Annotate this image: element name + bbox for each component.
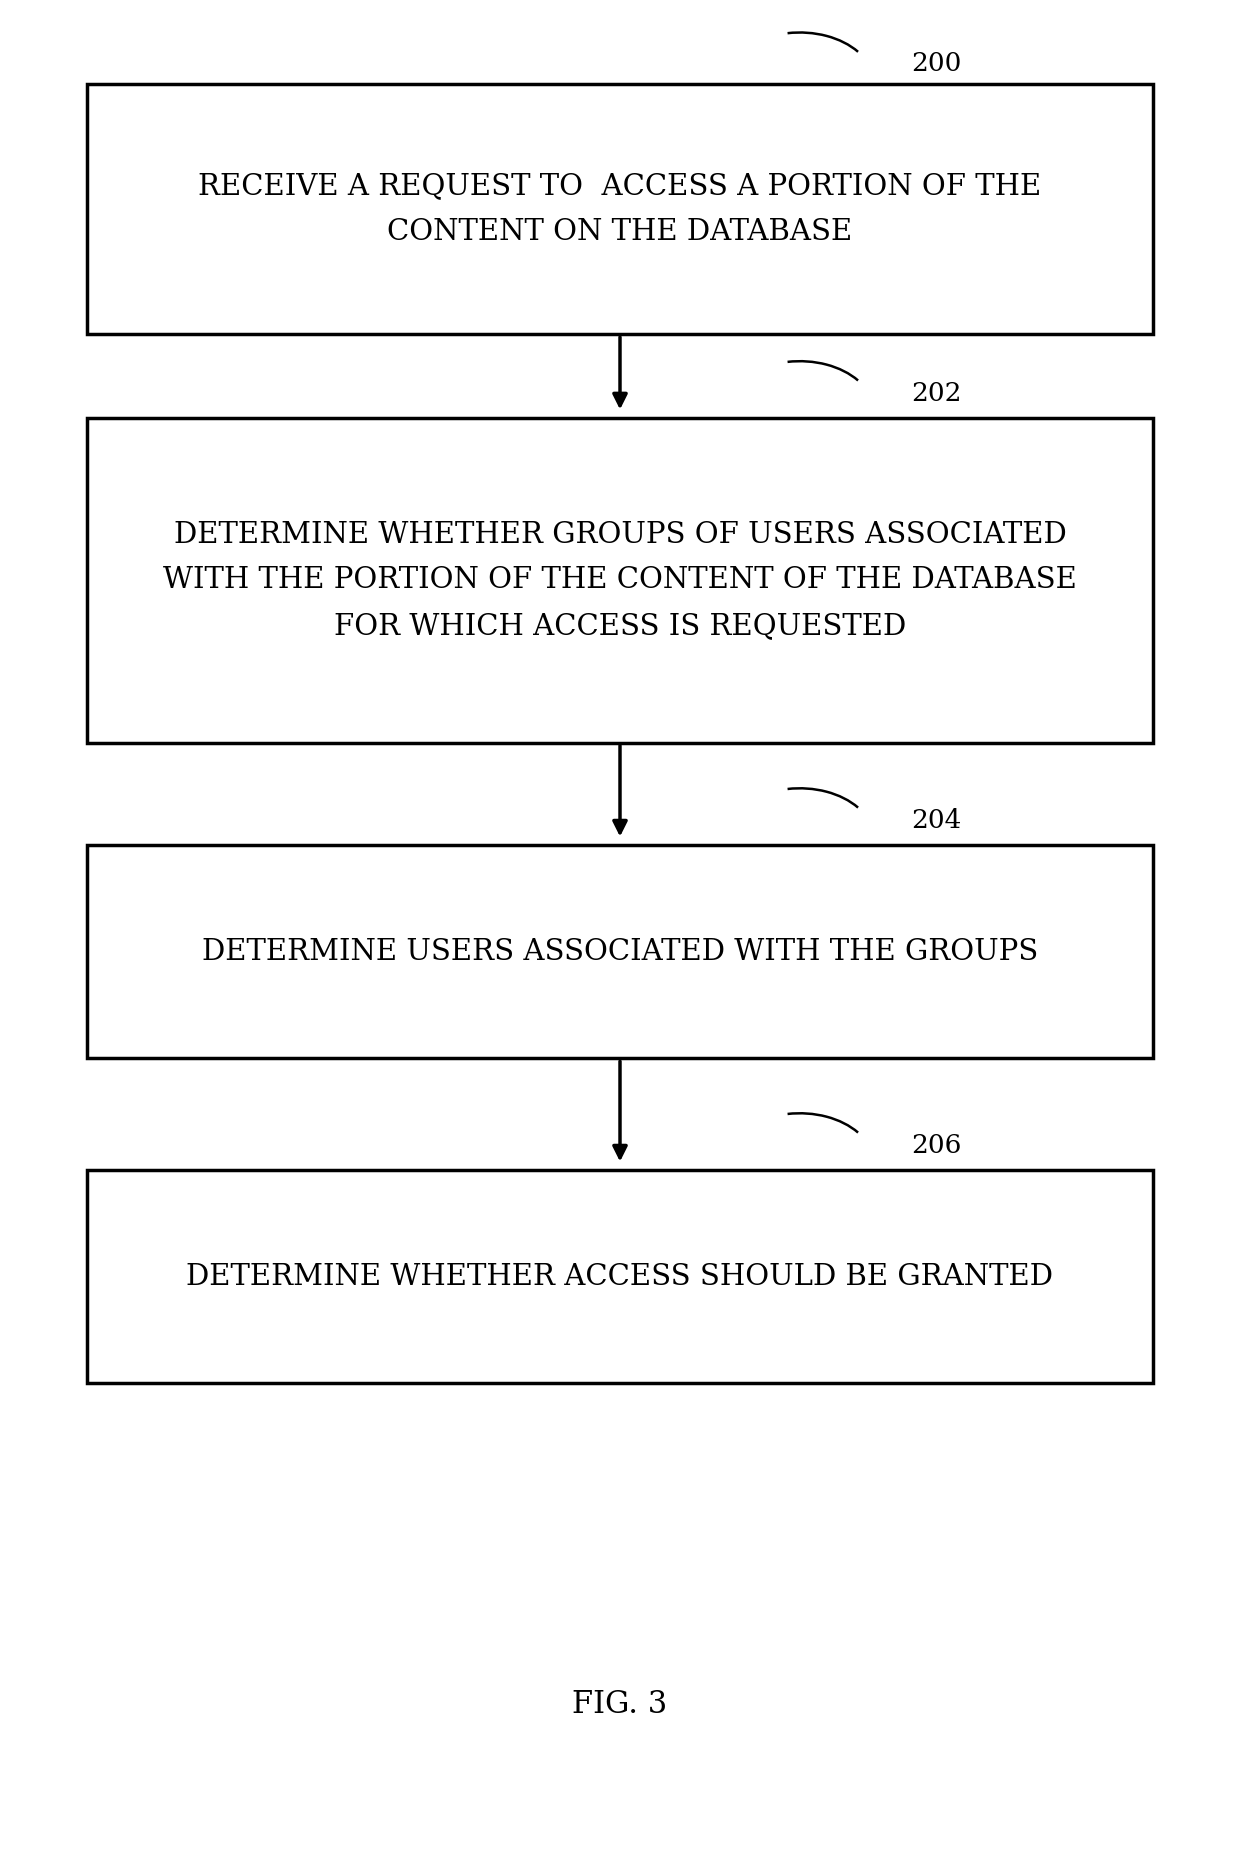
- Text: DETERMINE WHETHER GROUPS OF USERS ASSOCIATED
WITH THE PORTION OF THE CONTENT OF : DETERMINE WHETHER GROUPS OF USERS ASSOCI…: [164, 520, 1076, 641]
- FancyBboxPatch shape: [87, 84, 1153, 334]
- FancyBboxPatch shape: [87, 1170, 1153, 1383]
- Text: 204: 204: [911, 808, 962, 834]
- FancyBboxPatch shape: [87, 845, 1153, 1058]
- Text: RECEIVE A REQUEST TO  ACCESS A PORTION OF THE
CONTENT ON THE DATABASE: RECEIVE A REQUEST TO ACCESS A PORTION OF…: [198, 173, 1042, 245]
- Text: 200: 200: [911, 50, 962, 76]
- Text: 206: 206: [911, 1133, 962, 1159]
- Text: DETERMINE WHETHER ACCESS SHOULD BE GRANTED: DETERMINE WHETHER ACCESS SHOULD BE GRANT…: [186, 1263, 1054, 1291]
- Text: 202: 202: [911, 381, 962, 407]
- FancyBboxPatch shape: [87, 418, 1153, 743]
- Text: DETERMINE USERS ASSOCIATED WITH THE GROUPS: DETERMINE USERS ASSOCIATED WITH THE GROU…: [202, 938, 1038, 966]
- Text: FIG. 3: FIG. 3: [573, 1690, 667, 1720]
